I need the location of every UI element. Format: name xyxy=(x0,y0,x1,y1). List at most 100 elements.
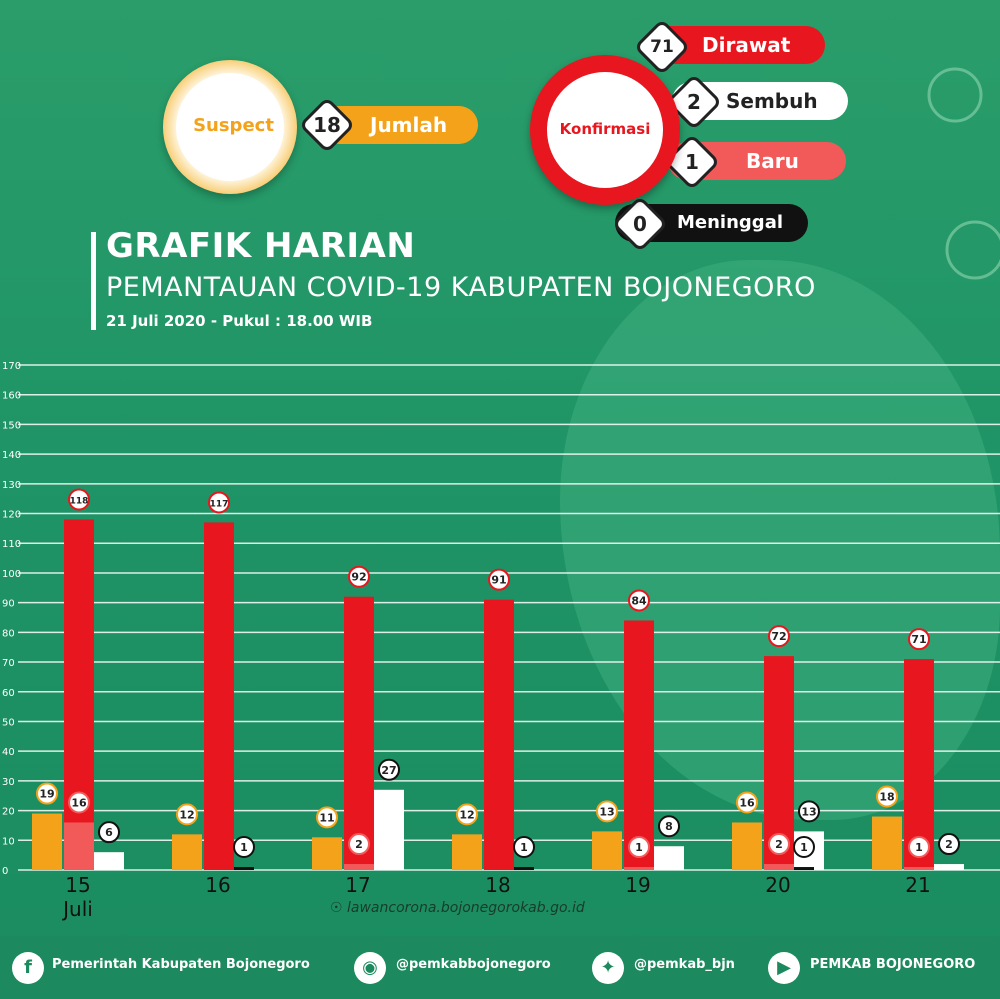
data-label-bubble xyxy=(658,815,680,838)
daily-bar-chart: 0102030405060708090100110120130140150160… xyxy=(2,361,1000,921)
data-label: 6 xyxy=(105,826,113,839)
meninggal-label: Meninggal xyxy=(677,212,784,233)
data-label-bubble xyxy=(736,791,758,814)
data-label-bubble xyxy=(798,800,820,823)
bar xyxy=(452,834,482,870)
data-label: 2 xyxy=(775,838,783,851)
bar xyxy=(592,831,622,870)
data-label-bubble xyxy=(98,821,120,844)
data-label-bubble xyxy=(908,836,930,859)
data-label-bubble xyxy=(596,800,618,823)
data-label-bubble xyxy=(208,491,230,514)
bar xyxy=(374,789,404,870)
youtube-icon[interactable]: ▶ xyxy=(768,952,800,984)
x-tick-label: 19 xyxy=(625,873,650,897)
sembuh-label: Sembuh xyxy=(726,89,818,113)
data-label: 91 xyxy=(491,574,506,587)
data-label-bubble xyxy=(488,568,510,591)
x-tick-label: 15 xyxy=(65,873,90,897)
y-tick-label: 130 xyxy=(2,480,21,491)
bar xyxy=(234,867,254,870)
bar xyxy=(94,852,124,870)
data-label: 13 xyxy=(801,805,816,818)
bar xyxy=(794,867,814,870)
website-url[interactable]: ☉ lawancorona.bojonegorokab.go.id xyxy=(330,900,585,916)
data-label: 92 xyxy=(351,571,366,584)
y-tick-label: 80 xyxy=(2,628,15,639)
twitter-icon[interactable]: ✦ xyxy=(592,952,624,984)
page-title: GRAFIK HARIAN xyxy=(106,226,416,266)
data-label-bubble xyxy=(233,836,255,859)
data-label-bubble xyxy=(456,803,478,826)
data-label-bubble xyxy=(68,791,90,814)
bar xyxy=(732,822,762,870)
y-tick-label: 140 xyxy=(2,450,21,461)
bar xyxy=(32,813,62,870)
data-label: 1 xyxy=(240,841,248,854)
data-label-bubble xyxy=(793,836,815,859)
suspect-label: Suspect xyxy=(193,115,274,136)
jumlah-pill: Jumlah xyxy=(320,106,478,144)
x-tick-label: 20 xyxy=(765,873,790,897)
instagram-link[interactable]: @pemkabbojonegoro xyxy=(396,957,551,972)
data-label: 2 xyxy=(355,838,363,851)
y-tick-label: 160 xyxy=(2,391,21,402)
data-label: 117 xyxy=(210,499,229,509)
bar xyxy=(64,519,94,870)
y-tick-label: 20 xyxy=(2,807,15,818)
data-label: 11 xyxy=(319,811,334,824)
data-label-bubble xyxy=(938,833,960,856)
instagram-icon[interactable]: ◉ xyxy=(354,952,386,984)
report-date: 21 Juli 2020 - Pukul : 18.00 WIB xyxy=(106,312,373,330)
bar xyxy=(312,837,342,870)
data-label-bubble xyxy=(768,625,790,648)
y-tick-label: 110 xyxy=(2,539,21,550)
bar xyxy=(624,620,654,870)
website-url-text: lawancorona.bojonegorokab.go.id xyxy=(347,900,585,916)
suspect-count: 18 xyxy=(313,113,341,137)
bar xyxy=(624,867,654,870)
y-tick-label: 60 xyxy=(2,688,15,699)
bar xyxy=(344,864,374,870)
y-tick-label: 90 xyxy=(2,599,15,610)
twitter-link[interactable]: @pemkab_bjn xyxy=(634,957,735,972)
bar xyxy=(484,599,514,870)
youtube-link[interactable]: PEMKAB BOJONEGORO xyxy=(810,957,976,972)
baru-count: 1 xyxy=(685,150,699,174)
y-tick-label: 100 xyxy=(2,569,21,580)
data-label-bubble xyxy=(348,565,370,588)
data-label: 1 xyxy=(915,841,923,854)
baru-label: Baru xyxy=(746,149,799,173)
y-tick-label: 10 xyxy=(2,836,15,847)
globe-icon: ☉ xyxy=(330,900,343,916)
data-label: 16 xyxy=(71,796,87,809)
x-tick-sublabel: Juli xyxy=(61,897,93,921)
facebook-link[interactable]: Pemerintah Kabupaten Bojonegoro xyxy=(52,957,310,972)
bar xyxy=(934,864,964,870)
data-label-bubble xyxy=(316,806,338,829)
y-tick-label: 0 xyxy=(2,866,8,877)
sembuh-count: 2 xyxy=(687,90,701,114)
data-label: 2 xyxy=(945,838,953,851)
y-tick-label: 30 xyxy=(2,777,15,788)
data-label-bubble xyxy=(628,836,650,859)
bar xyxy=(904,659,934,870)
y-tick-label: 120 xyxy=(2,510,21,521)
data-label-bubble xyxy=(68,488,90,511)
data-label: 71 xyxy=(911,633,926,646)
virus-icon xyxy=(927,67,1000,280)
x-tick-label: 17 xyxy=(345,873,370,897)
data-label: 84 xyxy=(631,594,647,607)
data-label: 8 xyxy=(665,820,673,833)
bar xyxy=(344,596,374,870)
data-label: 18 xyxy=(879,791,894,804)
data-label-bubble xyxy=(513,836,535,859)
facebook-icon[interactable]: f xyxy=(12,952,44,984)
konfirmasi-label: Konfirmasi xyxy=(559,120,651,138)
jumlah-label: Jumlah xyxy=(370,113,448,137)
data-label: 19 xyxy=(39,788,54,801)
bar xyxy=(654,846,684,870)
data-label: 12 xyxy=(459,808,474,821)
konfirmasi-inner xyxy=(547,72,663,188)
dirawat-label: Dirawat xyxy=(702,33,791,57)
